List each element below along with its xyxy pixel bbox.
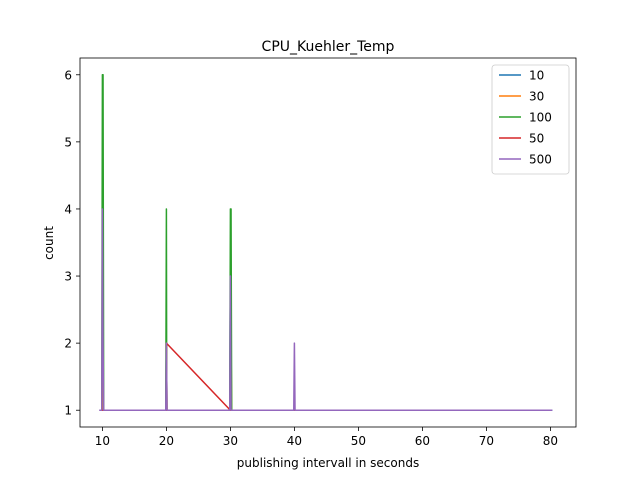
- x-tick-label-1: 20: [159, 434, 174, 448]
- series-line-4: [99, 208, 553, 411]
- y-tick-label-5: 6: [64, 68, 72, 82]
- y-tick-label-4: 5: [64, 135, 72, 149]
- plot-frame: [79, 57, 577, 428]
- x-tick-label-2: 30: [223, 434, 238, 448]
- series-line-1: [101, 275, 552, 411]
- y-axis-label: count: [42, 226, 56, 260]
- plot-series: [99, 74, 553, 411]
- x-tick-label-6: 70: [479, 434, 494, 448]
- x-tick-label-0: 10: [95, 434, 110, 448]
- legend-label-2: 100: [529, 111, 552, 125]
- legend-label-1: 30: [529, 90, 544, 104]
- legend-label-4: 500: [529, 153, 552, 167]
- y-tick-label-0: 1: [64, 404, 72, 418]
- legend-label-3: 50: [529, 132, 544, 146]
- series-line-0: [101, 208, 553, 411]
- axis-ticks: 10 20 30 40 50 60 70 80 1 2 3 4 5 6: [64, 68, 558, 448]
- y-tick-label-3: 4: [64, 202, 72, 216]
- y-tick-label-2: 3: [64, 270, 72, 284]
- axes-frame: [79, 57, 577, 428]
- x-tick-label-5: 60: [415, 434, 430, 448]
- legend-label-0: 10: [529, 69, 544, 83]
- legend: 10 30 100 50 500: [491, 64, 570, 175]
- x-tick-label-4: 50: [351, 434, 366, 448]
- x-axis-label: publishing intervall in seconds: [237, 456, 419, 470]
- x-tick-label-3: 40: [287, 434, 302, 448]
- y-tick-label-1: 2: [64, 337, 72, 351]
- chart-title: CPU_Kuehler_Temp: [262, 39, 395, 55]
- legend-box: [491, 64, 570, 175]
- x-tick-label-7: 80: [543, 434, 558, 448]
